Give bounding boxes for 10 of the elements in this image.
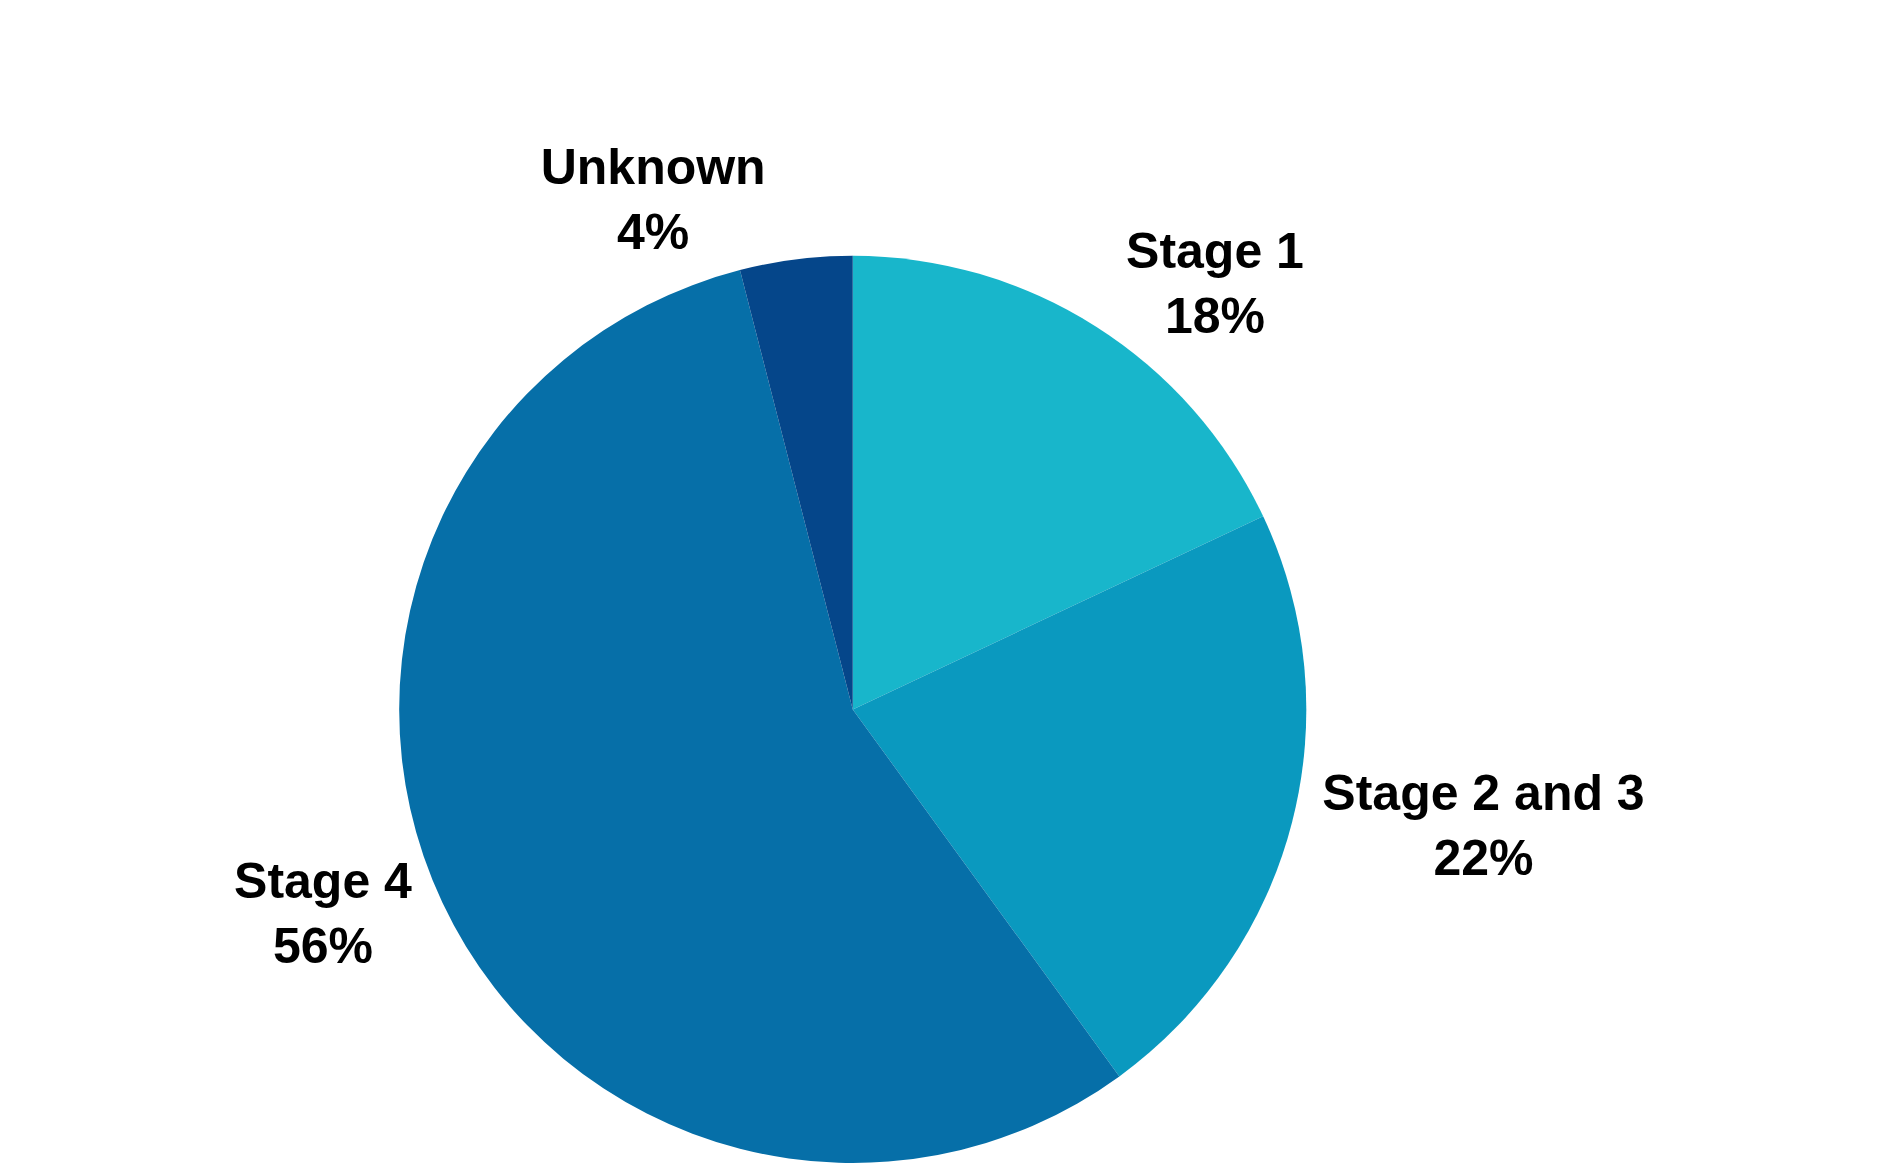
- pie-slice: [852, 516, 1306, 1077]
- slice-label: Stage 2 and 3: [1322, 765, 1645, 822]
- data-label: 18%: [1164, 287, 1265, 344]
- slice-label: Stage 1: [1126, 222, 1304, 279]
- slice-label: Stage 4: [234, 853, 413, 910]
- data-label: 4%: [617, 204, 690, 261]
- slice-label: Unknown: [540, 139, 766, 196]
- pie-slice: [739, 255, 853, 710]
- data-label: 56%: [272, 918, 374, 975]
- data-label: 22%: [1433, 830, 1534, 887]
